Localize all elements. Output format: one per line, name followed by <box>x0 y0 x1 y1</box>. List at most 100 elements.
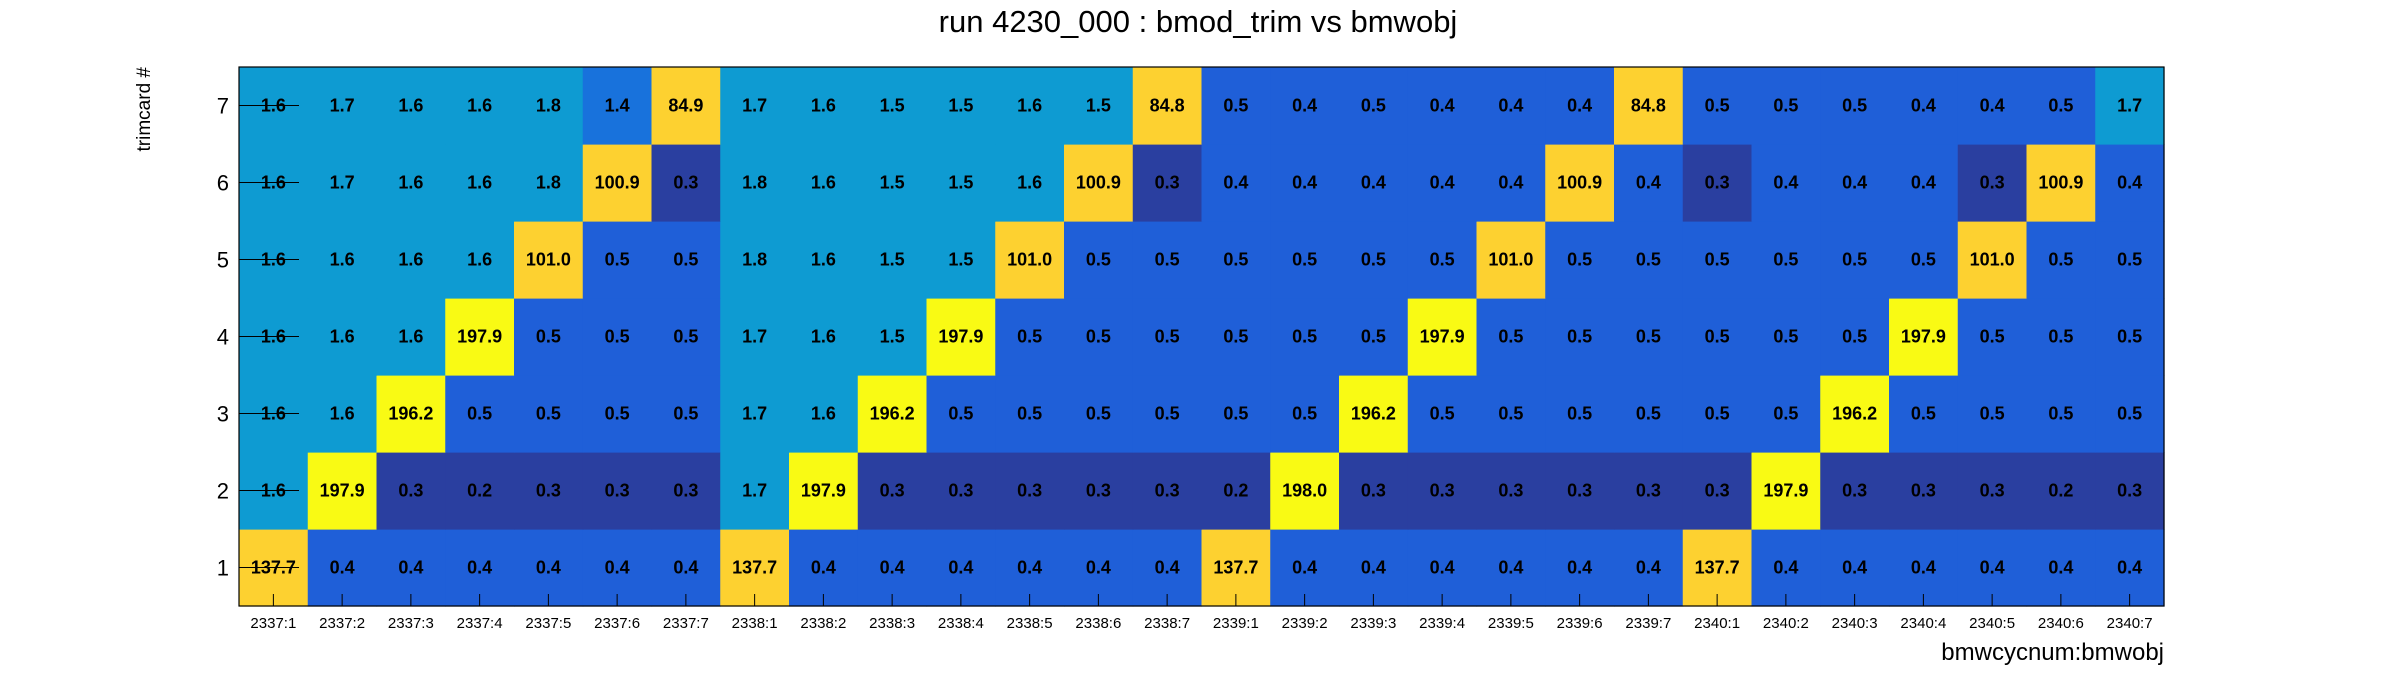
cell-value-label: 1.6 <box>811 250 836 270</box>
cell-value-label: 0.5 <box>1980 404 2005 424</box>
cell-value-label: 0.5 <box>1842 327 1867 347</box>
x-tick-label: 2340:2 <box>1763 615 1809 632</box>
heatmap-cell <box>1682 221 1753 299</box>
heatmap-cell <box>720 144 790 222</box>
heatmap-cell <box>651 452 721 530</box>
heatmap-cell <box>995 298 1065 376</box>
cell-value-label: 197.9 <box>320 481 365 501</box>
cell-value-label: 0.3 <box>948 481 973 501</box>
heatmap-cell <box>376 529 446 607</box>
heatmap-cell <box>1889 452 1959 530</box>
cell-value-label: 0.5 <box>2048 96 2073 116</box>
cell-value-label: 0.4 <box>1636 173 1661 193</box>
heatmap-cell <box>857 375 928 453</box>
heatmap-cell <box>995 144 1065 222</box>
cell-value-label: 197.9 <box>801 481 846 501</box>
cell-value-label: 0.5 <box>1223 404 1248 424</box>
heatmap-cell <box>1820 144 1890 222</box>
heatmap-cell <box>1270 221 1340 299</box>
x-tick-label: 2339:1 <box>1213 615 1259 632</box>
cell-value-label: 1.6 <box>811 327 836 347</box>
cell-value-label: 0.5 <box>1086 404 1111 424</box>
heatmap-cell <box>1339 67 1409 145</box>
heatmap-cell <box>1201 529 1271 607</box>
cell-value-label: 1.6 <box>811 96 836 116</box>
heatmap-cell <box>1545 67 1615 145</box>
cell-value-label: 0.5 <box>1911 250 1936 270</box>
heatmap-cell <box>857 67 928 145</box>
heatmap-cell <box>1339 529 1409 607</box>
cell-value-label: 0.5 <box>1636 250 1661 270</box>
cell-value-label: 0.5 <box>673 404 698 424</box>
cell-value-label: 0.4 <box>2117 558 2142 578</box>
cell-value-label: 1.5 <box>880 173 905 193</box>
heatmap-cell <box>1751 298 1821 376</box>
heatmap-cell <box>582 452 653 530</box>
x-tick-label: 2340:5 <box>1969 615 2015 632</box>
heatmap-cell <box>1476 144 1546 222</box>
heatmap-cell <box>995 452 1065 530</box>
heatmap-cell <box>307 298 378 376</box>
heatmap-cell <box>1201 452 1271 530</box>
heatmap-cell <box>1064 529 1134 607</box>
cell-value-label: 197.9 <box>1901 327 1946 347</box>
y-tick-label: 2 <box>217 479 229 504</box>
cell-value-label: 0.3 <box>1911 481 1936 501</box>
cell-value-label: 0.4 <box>1980 96 2005 116</box>
x-tick-label: 2339:2 <box>1282 615 1328 632</box>
cell-value-label: 0.5 <box>605 404 630 424</box>
cell-value-label: 196.2 <box>388 404 433 424</box>
cell-value-label: 0.4 <box>673 558 698 578</box>
x-tick-label: 2337:6 <box>594 615 640 632</box>
cell-value-label: 0.5 <box>948 404 973 424</box>
cell-value-label: 0.5 <box>1223 96 1248 116</box>
heatmap-cell <box>1339 452 1409 530</box>
x-tick-label: 2338:3 <box>869 615 915 632</box>
heatmap-cell <box>1614 529 1684 607</box>
heatmap-cell <box>582 529 653 607</box>
heatmap-cell <box>926 221 996 299</box>
cell-value-label: 0.3 <box>673 481 698 501</box>
heatmap-cell <box>1957 375 2028 453</box>
heatmap-cell <box>2026 144 2096 222</box>
heatmap-cell <box>1957 452 2028 530</box>
heatmap-cell <box>1545 529 1615 607</box>
heatmap-cell <box>1751 452 1821 530</box>
heatmap-cell <box>1820 67 1890 145</box>
heatmap-cell <box>2026 529 2096 607</box>
heatmap-cell <box>926 452 996 530</box>
cell-value-label: 0.2 <box>1223 481 1248 501</box>
cell-value-label: 0.4 <box>1498 173 1523 193</box>
heatmap-cell <box>1064 144 1134 222</box>
heatmap-cell <box>1614 67 1684 145</box>
heatmap-cell <box>1545 298 1615 376</box>
x-axis-label: bmwcycnum:bmwobj <box>1941 639 2164 666</box>
cell-value-label: 0.4 <box>1361 173 1386 193</box>
cell-value-label: 0.5 <box>1705 327 1730 347</box>
heatmap-cell <box>1682 452 1753 530</box>
cell-value-label: 0.4 <box>1911 96 1936 116</box>
cell-value-label: 0.5 <box>2048 404 2073 424</box>
cell-value-label: 0.5 <box>673 327 698 347</box>
x-tick-label: 2340:1 <box>1694 615 1740 632</box>
y-tick-label: 7 <box>217 94 229 119</box>
x-tick-label: 2338:5 <box>1007 615 1053 632</box>
heatmap-cell <box>1889 67 1959 145</box>
cell-value-label: 0.3 <box>673 173 698 193</box>
cell-value-label: 1.6 <box>330 404 355 424</box>
cell-value-label: 84.9 <box>668 96 703 116</box>
cell-value-label: 1.5 <box>880 250 905 270</box>
cell-value-label: 0.3 <box>1430 481 1455 501</box>
cell-value-label: 0.4 <box>1911 173 1936 193</box>
cell-value-label: 0.4 <box>1292 173 1317 193</box>
heatmap-cell <box>1476 221 1546 299</box>
cell-value-label: 0.5 <box>1636 327 1661 347</box>
cell-value-label: 0.4 <box>1292 558 1317 578</box>
cell-value-label: 0.5 <box>1361 96 1386 116</box>
heatmap-cell <box>307 67 378 145</box>
cell-value-label: 0.5 <box>1017 327 1042 347</box>
cell-value-label: 84.8 <box>1631 96 1666 116</box>
heatmap-cell <box>651 67 721 145</box>
cell-value-label: 0.5 <box>467 404 492 424</box>
